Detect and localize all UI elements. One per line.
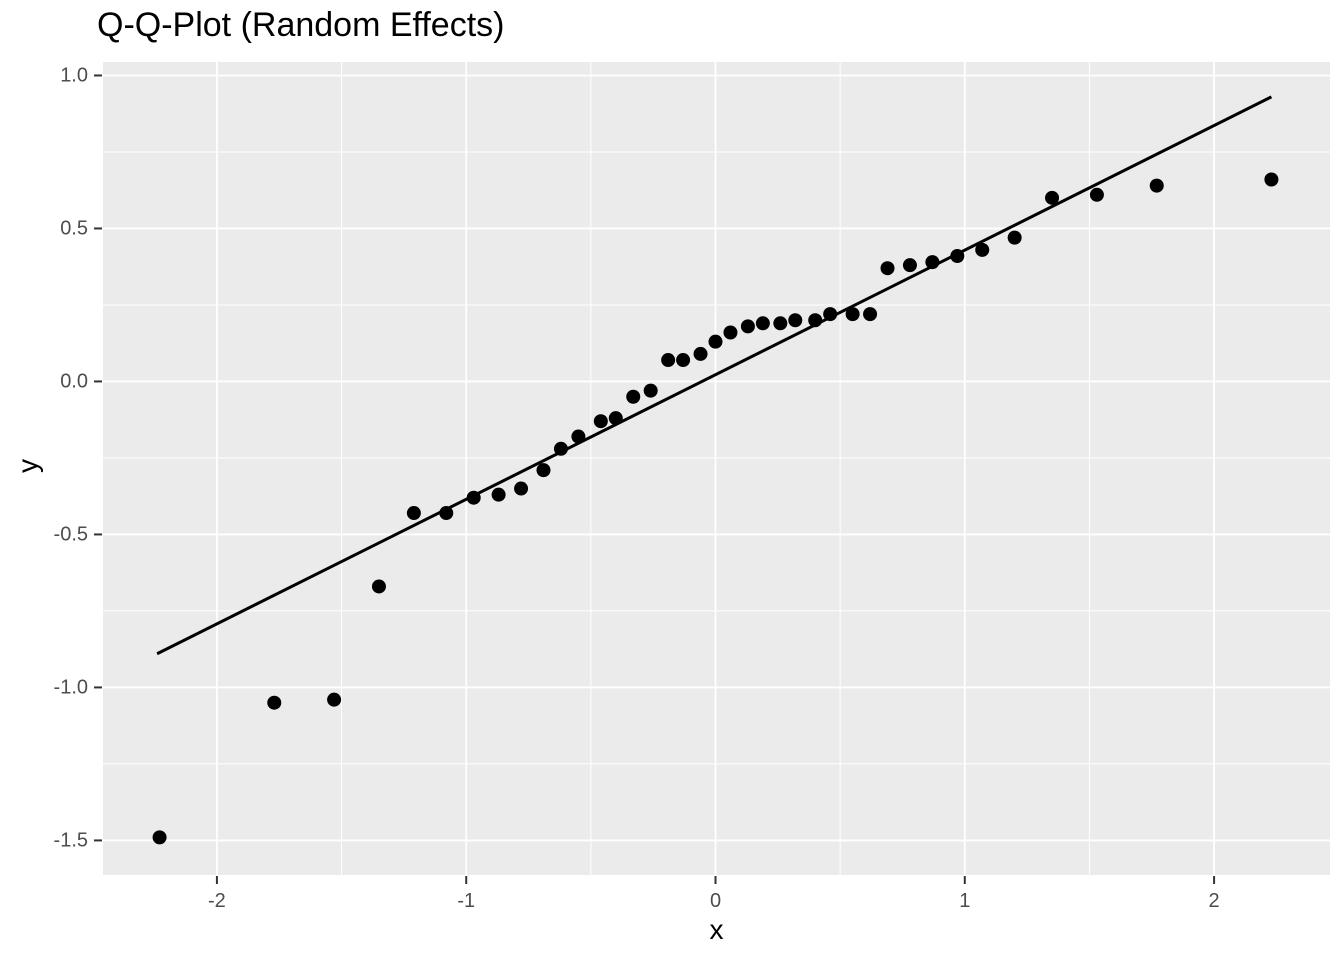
data-point xyxy=(267,695,282,710)
data-point xyxy=(755,316,770,331)
data-point xyxy=(740,319,755,334)
data-point xyxy=(491,487,506,502)
x-tick-label: 1 xyxy=(959,890,970,912)
x-axis-title: x xyxy=(709,914,724,945)
data-point xyxy=(676,353,691,368)
data-point xyxy=(1045,190,1060,205)
x-tick-label: -2 xyxy=(208,890,226,912)
qq-reference-line xyxy=(156,95,1273,656)
data-point xyxy=(975,242,990,257)
data-point xyxy=(788,313,803,328)
x-tick-label: 2 xyxy=(1209,890,1220,912)
data-point xyxy=(371,579,386,594)
data-point xyxy=(327,692,342,707)
data-point xyxy=(880,261,895,276)
y-axis-tick-labels: 1.0 0.5 0.0 -0.5 -1.0 -1.5 xyxy=(54,64,88,851)
y-tick-label: 0.5 xyxy=(60,217,88,239)
x-axis-tick-labels: -2 -1 0 1 2 xyxy=(208,890,1220,912)
data-point xyxy=(514,481,529,496)
y-tick-label: 0.0 xyxy=(60,370,88,392)
x-tick-label: -1 xyxy=(457,890,475,912)
panel-background xyxy=(103,62,1330,875)
data-point xyxy=(863,307,878,322)
data-point xyxy=(626,389,641,404)
major-gridlines xyxy=(103,62,1330,875)
data-point xyxy=(1264,172,1279,187)
plot-title: Q-Q-Plot (Random Effects) xyxy=(97,6,505,44)
y-tick-label: -0.5 xyxy=(54,523,88,545)
data-point xyxy=(708,334,723,349)
data-point xyxy=(773,316,788,331)
data-point xyxy=(406,506,421,521)
y-tick-label: -1.5 xyxy=(54,829,88,851)
data-point xyxy=(661,353,676,368)
data-point xyxy=(1149,178,1164,193)
data-point xyxy=(536,463,551,478)
x-tick-label: 0 xyxy=(710,890,721,912)
y-tick-label: 1.0 xyxy=(60,64,88,86)
data-point xyxy=(593,414,608,429)
data-point xyxy=(845,307,860,322)
data-point xyxy=(152,830,167,845)
data-point xyxy=(643,383,658,398)
data-point xyxy=(723,325,738,340)
y-axis-title: y xyxy=(12,459,43,473)
y-tick-label: -1.0 xyxy=(54,676,88,698)
axis-tick-marks xyxy=(94,74,1216,884)
data-point xyxy=(693,346,708,361)
minor-gridlines xyxy=(103,62,1330,875)
data-point xyxy=(1007,230,1022,245)
data-point xyxy=(1089,187,1104,202)
data-point xyxy=(902,258,917,273)
